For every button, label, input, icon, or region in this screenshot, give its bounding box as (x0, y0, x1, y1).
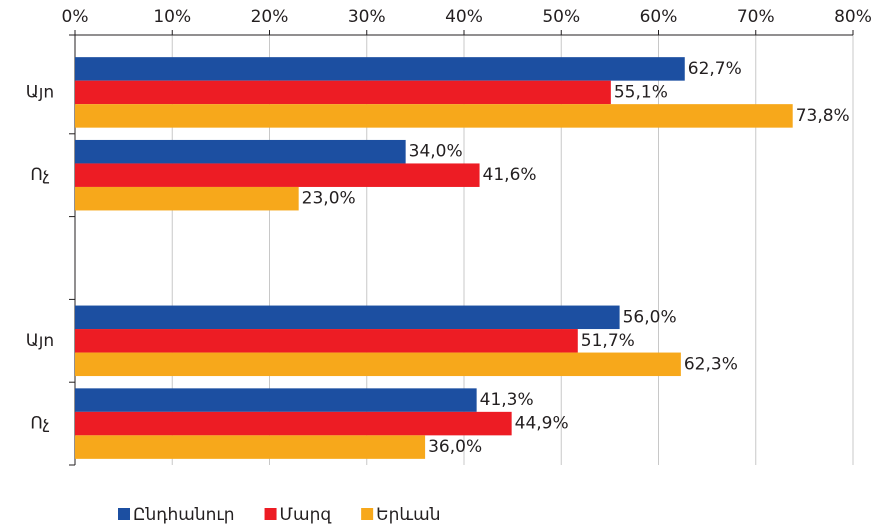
value-label: 23,0% (302, 189, 356, 209)
value-label: 62,3% (684, 354, 738, 374)
x-tick-label: 70% (737, 7, 775, 27)
legend-label: Մարզ (280, 505, 333, 525)
legend-swatch (118, 508, 130, 520)
value-label: 62,7% (688, 59, 742, 79)
bar (75, 435, 426, 459)
value-label: 44,9% (515, 414, 569, 434)
legend-label: Ընդհանուր (133, 505, 235, 525)
x-tick-label: 40% (445, 7, 483, 27)
x-tick-label: 0% (62, 7, 89, 27)
bar (75, 411, 512, 436)
value-label: 73,8% (796, 106, 850, 126)
x-tick-label: 30% (348, 7, 386, 27)
bar (75, 388, 477, 412)
value-label: 41,6% (483, 165, 537, 185)
x-tick-label: 60% (640, 7, 678, 27)
value-label: 56,0% (623, 307, 677, 327)
y-tick-label: Այո (26, 331, 54, 351)
x-tick-label: 10% (153, 7, 191, 27)
bar (75, 139, 406, 164)
legend-swatch (264, 508, 277, 520)
bar (75, 352, 681, 377)
bar (75, 163, 480, 187)
value-label: 34,0% (409, 142, 463, 162)
value-label: 51,7% (581, 331, 635, 351)
bar (75, 305, 620, 330)
y-tick-label: Այո (26, 82, 54, 102)
x-tick-label: 80% (834, 7, 872, 27)
bar (75, 186, 299, 211)
bar (75, 104, 793, 128)
value-label: 41,3% (480, 390, 534, 410)
bar (75, 329, 578, 353)
bar (75, 57, 685, 81)
value-label: 55,1% (614, 82, 668, 102)
x-tick-label: 20% (251, 7, 289, 27)
y-tick-label: Ոչ (30, 165, 49, 185)
legend-swatch (361, 508, 374, 520)
x-tick-label: 50% (542, 7, 580, 27)
value-label: 36,0% (428, 437, 482, 457)
bar (75, 80, 611, 105)
legend-label: Երևան (376, 505, 440, 525)
y-tick-label: Ոչ (30, 414, 49, 434)
